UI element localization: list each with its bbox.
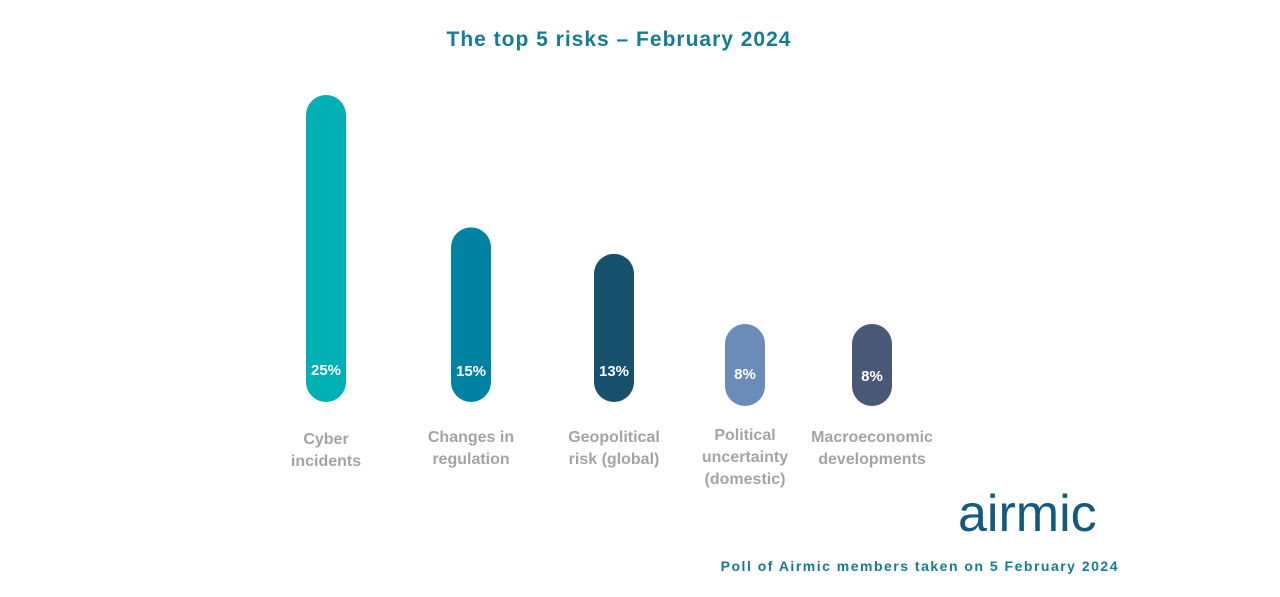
category-label-2: Changes in regulation: [428, 429, 514, 468]
airmic-logo: airmic: [958, 485, 1097, 543]
category-label-5: Macroeconomic developments: [811, 429, 933, 468]
bar-1: [306, 95, 346, 402]
data-label-2: 15%: [456, 363, 486, 380]
data-label-5: 8%: [861, 368, 883, 385]
footnote: Poll of Airmic members taken on 5 Februa…: [720, 558, 1119, 574]
data-label-3: 13%: [599, 363, 629, 380]
bar-5: [852, 324, 892, 406]
data-label-1: 25%: [311, 362, 341, 379]
category-label-1: Cyber incidents: [291, 431, 361, 470]
bar-2: [451, 227, 491, 402]
data-label-4: 8%: [734, 366, 756, 383]
category-label-3: Geopolitical risk (global): [568, 429, 660, 468]
bar-3: [594, 253, 634, 402]
chart-title: The top 5 risks – February 2024: [446, 28, 792, 51]
bar-4: [725, 324, 765, 406]
category-label-4: Political uncertainty (domestic): [702, 427, 788, 488]
